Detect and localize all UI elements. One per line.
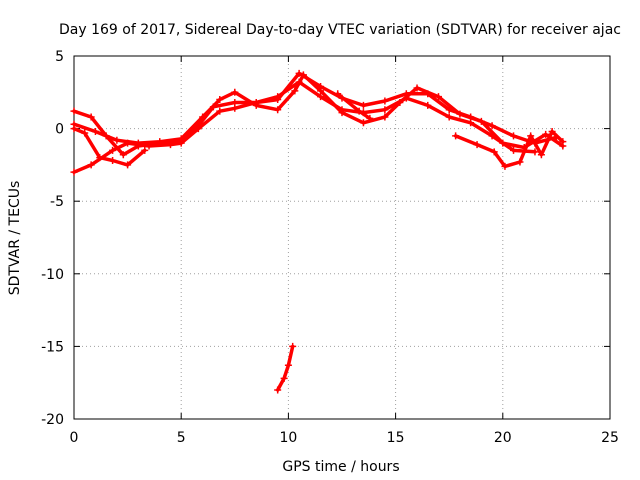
data-point bbox=[216, 96, 224, 104]
x-axis-label: GPS time / hours bbox=[282, 459, 399, 475]
data-point bbox=[274, 106, 282, 114]
data-point bbox=[231, 104, 239, 112]
data-point bbox=[402, 90, 410, 98]
data-point bbox=[501, 162, 509, 170]
data-point bbox=[381, 113, 389, 121]
series-line bbox=[275, 344, 295, 392]
data-point bbox=[473, 141, 481, 149]
x-tick-label: 15 bbox=[387, 430, 405, 446]
tick-layer: 0 5 10 15 20 25 -20 -15 -10 -5 0 5 bbox=[41, 49, 619, 446]
data-point bbox=[413, 84, 421, 92]
data-point bbox=[542, 130, 550, 138]
data-point bbox=[295, 69, 303, 77]
y-tick-label: 0 bbox=[55, 122, 64, 138]
data-point bbox=[396, 98, 404, 106]
data-point bbox=[366, 114, 374, 122]
data-point bbox=[381, 97, 389, 105]
chart-title: Day 169 of 2017, Sidereal Day-to-day VTE… bbox=[59, 22, 621, 38]
data-point bbox=[359, 119, 367, 127]
series-line bbox=[72, 71, 559, 174]
data-point bbox=[467, 113, 475, 121]
series-track-6 bbox=[452, 128, 567, 170]
data-point bbox=[289, 342, 297, 350]
x-tick-label: 25 bbox=[601, 430, 619, 446]
data-point bbox=[488, 122, 496, 130]
data-point bbox=[516, 158, 524, 166]
data-point bbox=[177, 139, 185, 147]
data-point bbox=[499, 139, 507, 147]
grid-layer bbox=[74, 56, 610, 419]
data-point bbox=[280, 374, 288, 382]
data-point bbox=[145, 142, 153, 150]
series-track-5 bbox=[334, 90, 374, 122]
data-point bbox=[490, 148, 498, 156]
y-tick-label: 5 bbox=[55, 49, 64, 65]
x-tick-label: 0 bbox=[70, 430, 79, 446]
data-point bbox=[445, 106, 453, 114]
data-point bbox=[338, 109, 346, 117]
data-point bbox=[119, 151, 127, 159]
data-point bbox=[199, 113, 207, 121]
y-tick-label: -15 bbox=[41, 339, 64, 355]
data-point bbox=[166, 141, 174, 149]
data-point bbox=[334, 90, 342, 98]
series-line bbox=[72, 80, 537, 157]
data-point bbox=[252, 98, 260, 106]
y-tick-label: -10 bbox=[41, 267, 64, 283]
data-point bbox=[141, 146, 149, 154]
data-point bbox=[274, 386, 282, 394]
data-point bbox=[424, 101, 432, 109]
data-point bbox=[291, 87, 299, 95]
data-point bbox=[355, 107, 363, 115]
data-point bbox=[124, 161, 132, 169]
data-point bbox=[510, 146, 518, 154]
data-point bbox=[548, 128, 556, 136]
y-axis-label: SDTVAR / TECUs bbox=[7, 181, 23, 296]
data-point bbox=[531, 148, 539, 156]
data-point bbox=[70, 125, 78, 133]
data-point bbox=[381, 106, 389, 114]
data-point bbox=[284, 361, 292, 369]
data-point bbox=[452, 132, 460, 140]
series-layer bbox=[70, 69, 567, 394]
data-point bbox=[70, 168, 78, 176]
y-tick-label: -20 bbox=[41, 412, 64, 428]
data-point bbox=[445, 113, 453, 121]
x-tick-label: 10 bbox=[279, 430, 297, 446]
data-point bbox=[231, 88, 239, 96]
data-point bbox=[527, 132, 535, 140]
x-tick-label: 20 bbox=[494, 430, 512, 446]
data-point bbox=[537, 151, 545, 159]
data-point bbox=[109, 146, 117, 154]
data-point bbox=[87, 161, 95, 169]
y-tick-label: -5 bbox=[50, 194, 64, 210]
x-tick-label: 5 bbox=[177, 430, 186, 446]
data-point bbox=[559, 138, 567, 146]
data-point bbox=[359, 101, 367, 109]
data-point bbox=[194, 125, 202, 133]
data-point bbox=[96, 154, 104, 162]
data-point bbox=[216, 107, 224, 115]
data-point bbox=[274, 96, 282, 104]
data-point bbox=[424, 90, 432, 98]
data-point bbox=[87, 113, 95, 121]
data-point bbox=[510, 132, 518, 140]
plot-frame bbox=[73, 55, 611, 420]
data-point bbox=[70, 107, 78, 115]
data-point bbox=[124, 139, 132, 147]
data-point bbox=[81, 129, 89, 137]
data-point bbox=[109, 157, 117, 165]
data-point bbox=[113, 136, 121, 144]
series-track-7 bbox=[274, 342, 297, 394]
data-point bbox=[434, 93, 442, 101]
series-track-4 bbox=[70, 125, 149, 169]
data-point bbox=[317, 82, 325, 90]
data-point bbox=[91, 128, 99, 136]
